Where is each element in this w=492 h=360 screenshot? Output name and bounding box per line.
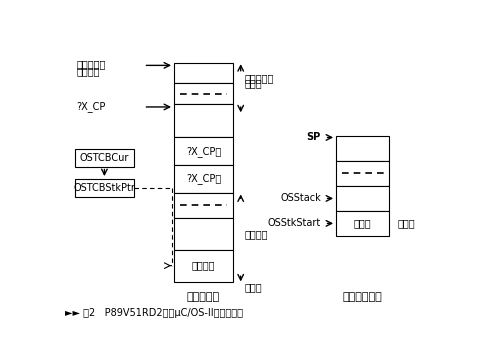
Text: 有效长度: 有效长度 — [192, 261, 215, 271]
Bar — [174, 84, 233, 104]
Bar — [336, 161, 390, 186]
Bar — [174, 193, 233, 218]
Bar — [174, 104, 233, 138]
Text: ?X_CP: ?X_CP — [77, 102, 106, 112]
Text: ?X_CP低: ?X_CP低 — [186, 146, 221, 157]
Bar — [174, 250, 233, 282]
Text: 模拟栈: 模拟栈 — [245, 78, 262, 89]
Text: 任务模拟栈: 任务模拟栈 — [77, 59, 106, 69]
Bar — [336, 211, 390, 236]
Bar — [75, 179, 134, 197]
Text: 低地址: 低地址 — [397, 219, 415, 228]
Bar — [174, 63, 233, 84]
Text: OSStack: OSStack — [280, 193, 321, 203]
Text: 低地址: 低地址 — [245, 282, 262, 292]
Bar — [336, 186, 390, 211]
Text: SP: SP — [307, 132, 321, 143]
Text: OSStkStart: OSStkStart — [268, 219, 321, 228]
Text: ?X_CP高: ?X_CP高 — [186, 174, 221, 184]
Text: ►► 图2   P89V51RD2移植μC/OS-II的堆栈结构: ►► 图2 P89V51RD2移植μC/OS-II的堆栈结构 — [65, 309, 244, 319]
Bar — [174, 165, 233, 193]
Text: OSTCBCur: OSTCBCur — [80, 153, 129, 163]
Bar — [75, 149, 134, 167]
Text: 可重入函数: 可重入函数 — [245, 73, 274, 83]
Text: 有效长度: 有效长度 — [245, 229, 268, 239]
Text: 任务模拟栈: 任务模拟栈 — [187, 292, 220, 302]
Bar — [174, 218, 233, 250]
Bar — [336, 136, 390, 161]
Text: 最高地址: 最高地址 — [77, 66, 100, 76]
Bar — [174, 138, 233, 165]
Text: OSTCBStkPtr: OSTCBStkPtr — [73, 183, 135, 193]
Text: 不关心: 不关心 — [354, 219, 371, 228]
Text: 系统硬件堆栈: 系统硬件堆栈 — [343, 292, 383, 302]
